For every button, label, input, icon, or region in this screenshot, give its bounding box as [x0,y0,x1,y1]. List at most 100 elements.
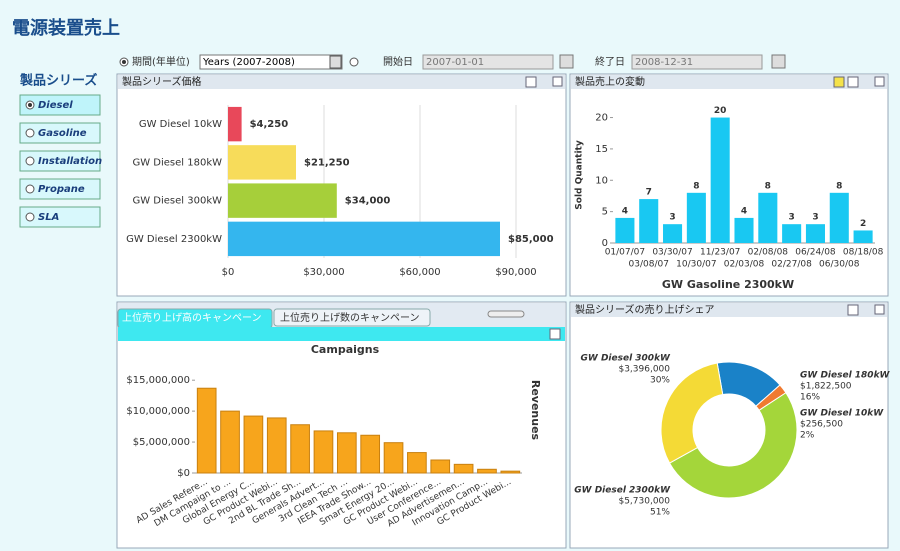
value-label: 8 [765,181,771,191]
bar [360,434,381,474]
panel-header [118,75,565,89]
end-input[interactable] [631,54,763,70]
radio[interactable] [25,212,35,222]
value-label: 3 [812,213,818,223]
bar [266,417,287,474]
y-tick-label: $5,000,000 [133,437,190,448]
value-label: 4 [622,206,628,216]
export-icon[interactable] [847,76,859,88]
bar [734,217,754,243]
calendar-button[interactable] [771,54,786,69]
period-select[interactable] [199,54,343,70]
maximize-icon[interactable] [874,76,885,87]
slice-name: GW Diesel 180kW [800,371,891,381]
radio-dot [122,60,126,64]
bar [430,459,451,474]
start-input[interactable] [422,54,554,70]
maximize-icon[interactable] [552,76,563,87]
bar [663,224,683,243]
value-label: 3 [669,213,675,223]
panel-header [571,75,887,89]
donut-slice [660,362,724,464]
y-tick-label: $0 [177,468,190,479]
panel-title: 製品シリーズの売り上げシェア [575,303,715,316]
export-icon[interactable] [549,328,561,340]
radio[interactable] [25,184,35,194]
slice-percent: 2% [800,431,815,441]
maximize-icon[interactable] [874,304,885,315]
value-label: 8 [693,181,699,191]
x-tick-label: 11/23/07 [700,248,740,258]
x-tick-label: 01/07/07 [605,248,645,258]
value-label: 8 [836,181,842,191]
end-value: 2008-12-31 [635,57,693,68]
category-label: GW Diesel 300kW [132,196,222,207]
tab-label: 上位売り上げ高のキャンペーン [122,311,262,324]
panel [569,301,889,549]
y-tick-label: 0 [602,238,608,249]
export-icon[interactable] [847,304,859,316]
value-label: 4 [741,206,747,216]
select-arrow[interactable] [329,55,342,69]
donut-slice [668,392,798,499]
bar [615,217,635,243]
y-tick-label: 10 [595,175,608,186]
x-tick-label: 02/27/08 [771,260,812,270]
tab-strip [118,327,565,341]
y-tick-label: $10,000,000 [126,406,190,417]
filter-icon[interactable] [833,76,845,88]
bar [407,452,427,474]
series-label: Propane [38,184,85,195]
panel-title: 製品シリーズ価格 [122,75,202,88]
panel-header [571,303,887,317]
y-tick-label: 5 [602,207,608,218]
export-icon[interactable] [525,76,537,88]
y-axis-label: Revenues [529,380,542,441]
panel [116,301,567,549]
radio[interactable] [25,156,35,166]
series-button[interactable] [19,150,101,172]
series-button[interactable] [19,122,101,144]
value-label: 3 [789,213,795,223]
bar [710,117,730,243]
series-button[interactable] [19,178,101,200]
value-label: $21,250 [304,157,350,168]
bar [336,432,357,474]
radio[interactable] [349,57,359,67]
bar [686,192,706,243]
chart-title: Campaigns [311,343,380,356]
calendar-button[interactable] [559,54,574,69]
series-button[interactable] [19,206,101,228]
radio-dot [28,103,32,107]
chart-title: GW Gasoline 2300kW [662,278,794,291]
x-tick-label: $90,000 [495,267,536,278]
slice-percent: 16% [800,393,820,403]
bar [453,463,474,474]
slice-value: $1,822,500 [800,382,852,392]
category-label: GW Diesel 2300kW [126,234,222,245]
series-button[interactable] [19,94,101,116]
radio[interactable] [25,128,35,138]
slice-percent: 51% [650,508,670,518]
bar [805,224,825,243]
x-tick-label: 03/08/07 [629,260,669,270]
value-label: $85,000 [508,234,554,245]
bar [196,387,217,474]
series-label: SLA [38,212,59,223]
panel-title: 製品売上の変動 [575,75,645,88]
slider[interactable] [487,310,525,318]
bar [758,192,778,243]
x-tick-label: 06/24/08 [795,248,836,258]
category-label: GW Diesel 10kW [139,119,222,130]
x-tick-label: 03/30/07 [652,248,692,258]
slice-value: $3,396,000 [618,365,670,375]
slice-name: GW Diesel 300kW [581,354,672,364]
end-label: 終了日 [595,55,625,68]
value-label: 20 [714,106,727,116]
bar [228,106,242,142]
sidebar-title: 製品シリーズ [19,73,97,89]
value-label: $34,000 [345,196,391,207]
y-axis-label: Sold Quantity [575,140,585,210]
tab[interactable] [273,308,431,327]
